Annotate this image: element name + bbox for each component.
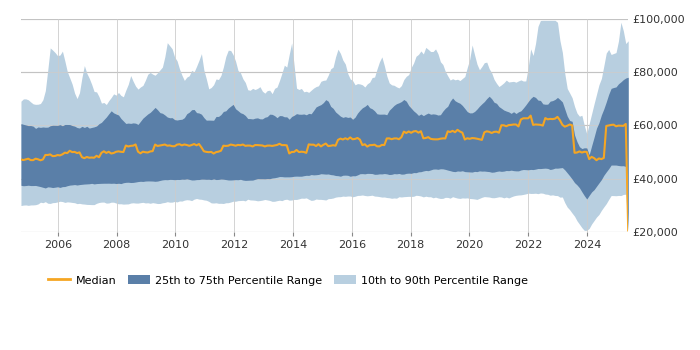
Legend: Median, 25th to 75th Percentile Range, 10th to 90th Percentile Range: Median, 25th to 75th Percentile Range, 1… [43, 271, 533, 290]
